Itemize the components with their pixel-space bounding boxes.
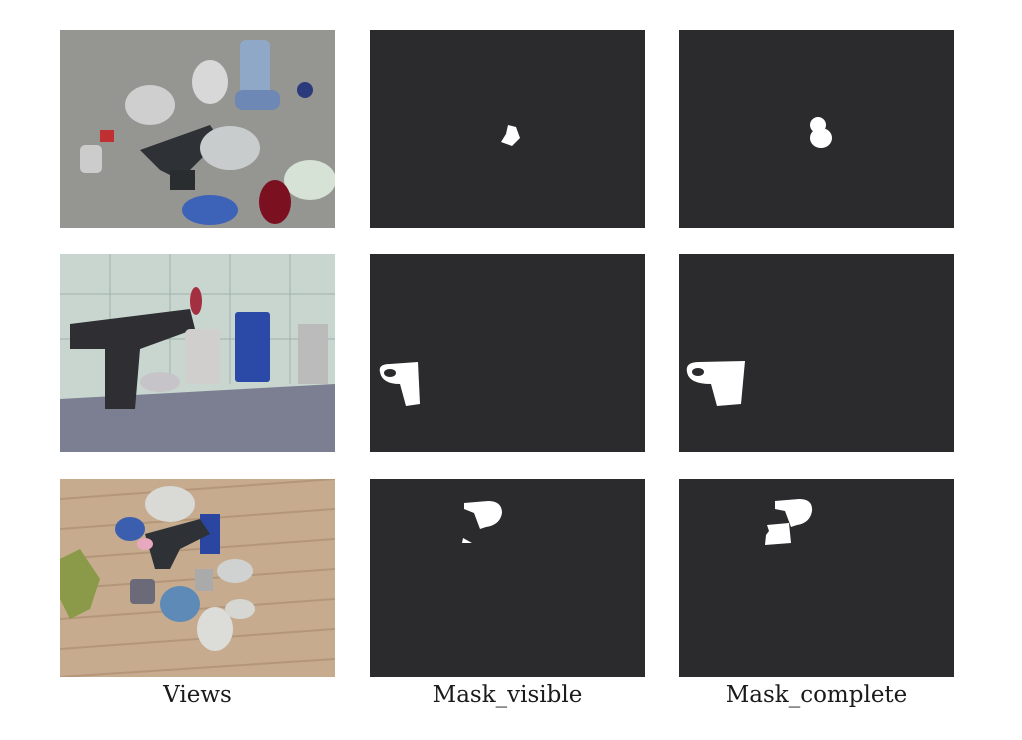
column-label-mask-visible: Mask_visible <box>432 682 583 708</box>
mask-complete-3 <box>679 479 954 677</box>
view-photo-2 <box>60 254 335 452</box>
column-label-mask-complete: Mask_complete <box>725 682 908 708</box>
mask-visible-3 <box>370 479 645 677</box>
view-photo-1 <box>60 30 335 228</box>
view-photo-3 <box>60 479 335 677</box>
mask-complete-1 <box>679 30 954 228</box>
mask-visible-1 <box>370 30 645 228</box>
mask-complete-2 <box>679 254 954 452</box>
column-label-views: Views <box>163 682 232 708</box>
mask-visible-2 <box>370 254 645 452</box>
